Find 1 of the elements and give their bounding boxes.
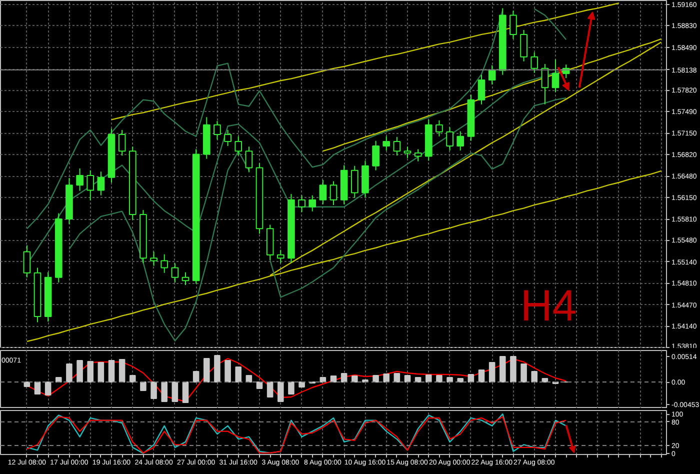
annotation: H4 — [520, 282, 577, 330]
